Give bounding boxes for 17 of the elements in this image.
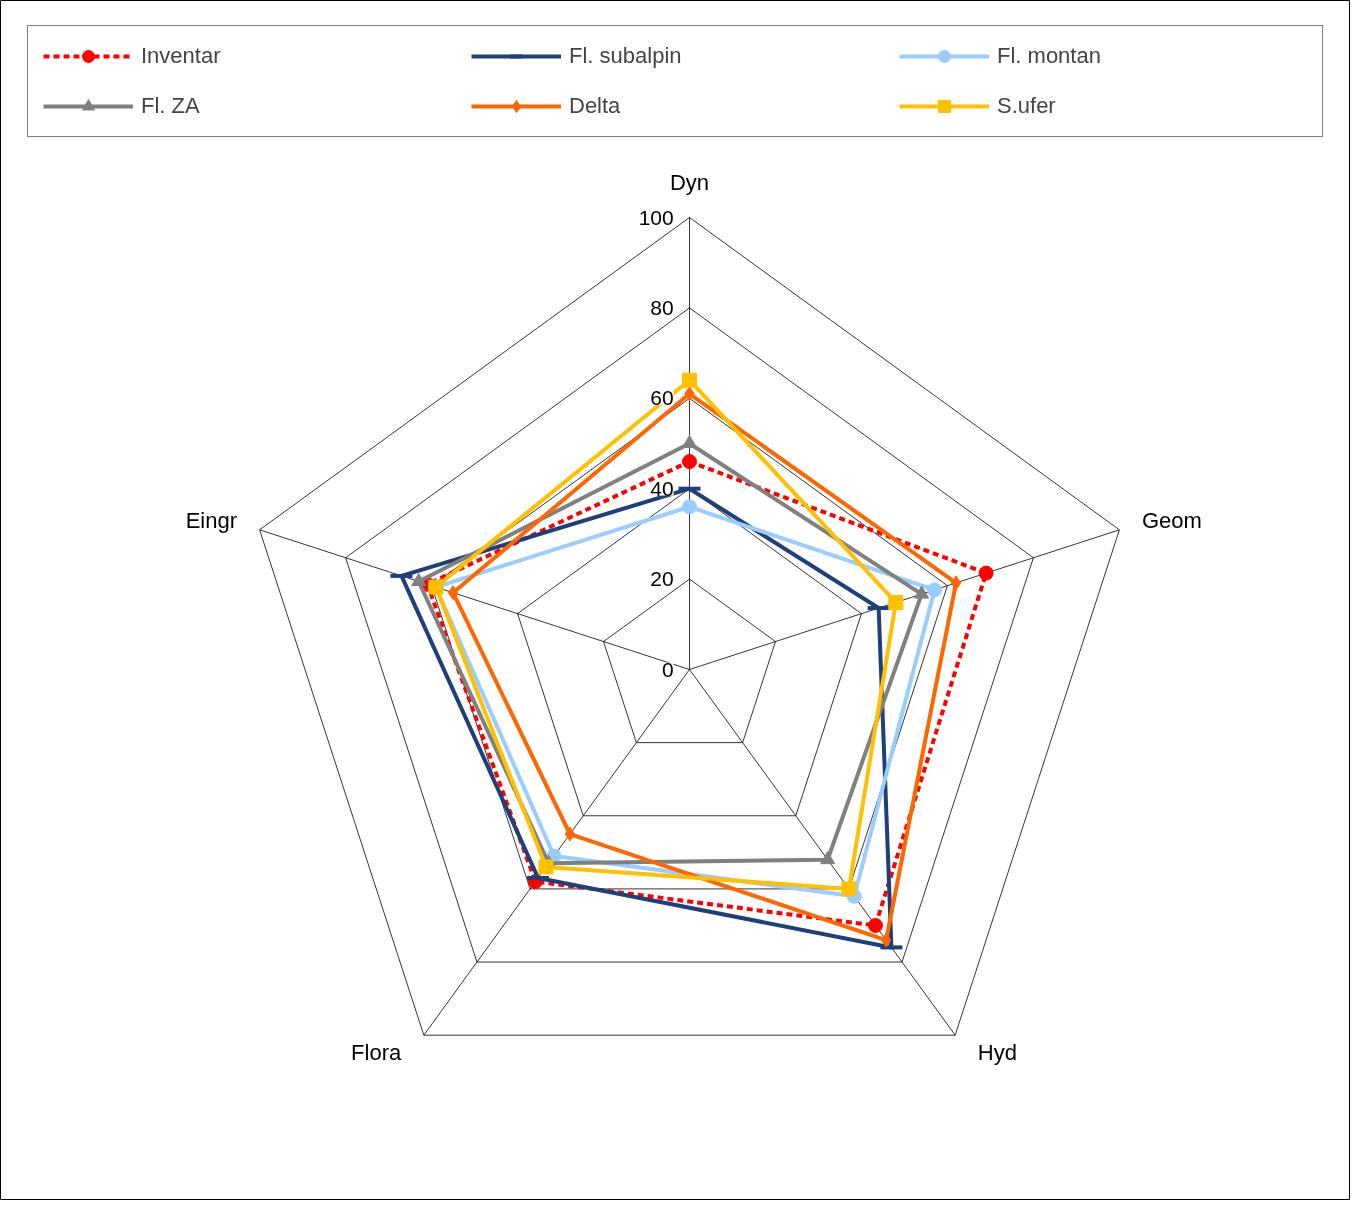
spoke-label: Hyd xyxy=(977,1039,1017,1065)
legend-label: Inventar xyxy=(141,43,222,69)
y-tick-label: 80 xyxy=(650,295,674,319)
y-tick-label: 0 xyxy=(662,657,674,681)
legend-label: S.ufer xyxy=(997,93,1057,119)
spoke-label: Geom xyxy=(1141,508,1202,534)
legend-label: Fl. montan xyxy=(997,43,1102,69)
y-tick-label: 20 xyxy=(650,567,674,591)
y-tick-label: 100 xyxy=(638,205,674,229)
legend-label: Fl. ZA xyxy=(141,93,201,119)
spoke-label: Eingr xyxy=(185,508,238,534)
y-tick-label: 60 xyxy=(650,386,674,410)
spoke-label: Dyn xyxy=(669,169,710,195)
legend-label: Fl. subalpin xyxy=(569,43,683,69)
legend-label: Delta xyxy=(569,93,622,119)
y-tick-label: 40 xyxy=(650,476,674,500)
spoke-label: Flora xyxy=(351,1039,402,1065)
